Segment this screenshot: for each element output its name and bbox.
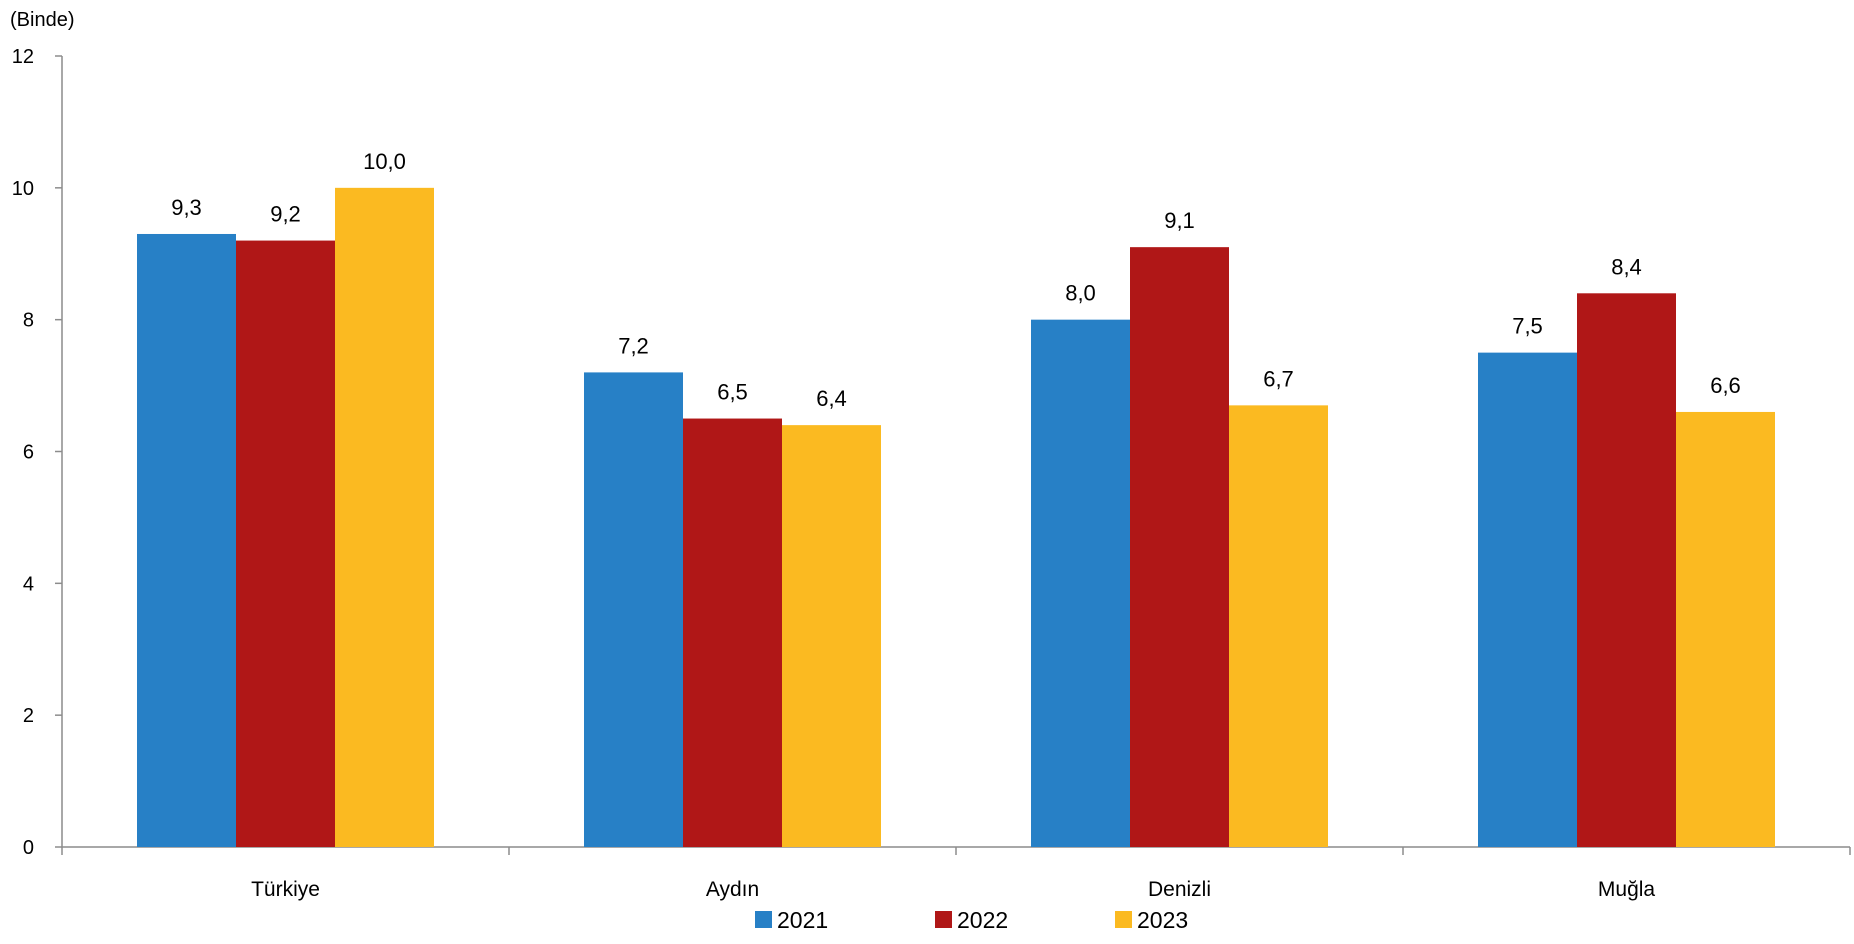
bar-2021-1 xyxy=(137,234,236,847)
y-tick-label: 0 xyxy=(23,837,34,859)
data-label: 6,5 xyxy=(717,380,748,405)
data-label: 9,3 xyxy=(171,195,202,220)
bar-2023-1 xyxy=(335,188,434,847)
bar-2022-2 xyxy=(683,419,782,847)
bar-2023-3 xyxy=(1229,405,1328,847)
data-label: 9,2 xyxy=(270,202,301,227)
legend: 2021 2022 2023 xyxy=(755,907,1188,933)
bar-2022-3 xyxy=(1130,247,1229,847)
x-category-label: Aydın xyxy=(706,878,759,901)
y-tick-label: 6 xyxy=(23,442,34,464)
x-category-label: Muğla xyxy=(1598,878,1656,901)
bars xyxy=(137,188,1775,847)
data-label: 6,6 xyxy=(1710,373,1741,398)
legend-swatch-2023 xyxy=(1115,911,1132,928)
bar-2021-3 xyxy=(1031,320,1130,847)
x-category-label: Türkiye xyxy=(251,878,320,901)
legend-label-2021: 2021 xyxy=(777,907,828,933)
y-axis-unit-label: (Binde) xyxy=(10,9,74,31)
data-label: 8,0 xyxy=(1065,281,1096,306)
data-label: 7,2 xyxy=(618,333,649,358)
data-label: 8,4 xyxy=(1611,254,1642,279)
bar-2021-4 xyxy=(1478,353,1577,847)
x-category-label: Denizli xyxy=(1148,878,1211,901)
y-tick-label: 2 xyxy=(23,705,34,727)
data-label: 6,7 xyxy=(1263,366,1294,391)
legend-label-2023: 2023 xyxy=(1137,907,1188,933)
y-tick-label: 10 xyxy=(12,178,34,200)
bar-2022-4 xyxy=(1577,293,1676,847)
legend-swatch-2022 xyxy=(935,911,952,928)
y-tick-label: 12 xyxy=(12,46,34,68)
y-tick-label: 4 xyxy=(23,573,34,595)
data-label: 6,4 xyxy=(816,386,847,411)
y-tick-label: 8 xyxy=(23,310,34,332)
bar-2022-1 xyxy=(236,241,335,847)
bar-2021-2 xyxy=(584,372,683,847)
legend-label-2022: 2022 xyxy=(957,907,1008,933)
legend-swatch-2021 xyxy=(755,911,772,928)
data-label: 9,1 xyxy=(1164,208,1195,233)
data-label: 10,0 xyxy=(363,149,406,174)
data-label: 7,5 xyxy=(1512,314,1543,339)
bar-2023-4 xyxy=(1676,412,1775,847)
bar-2023-2 xyxy=(782,425,881,847)
